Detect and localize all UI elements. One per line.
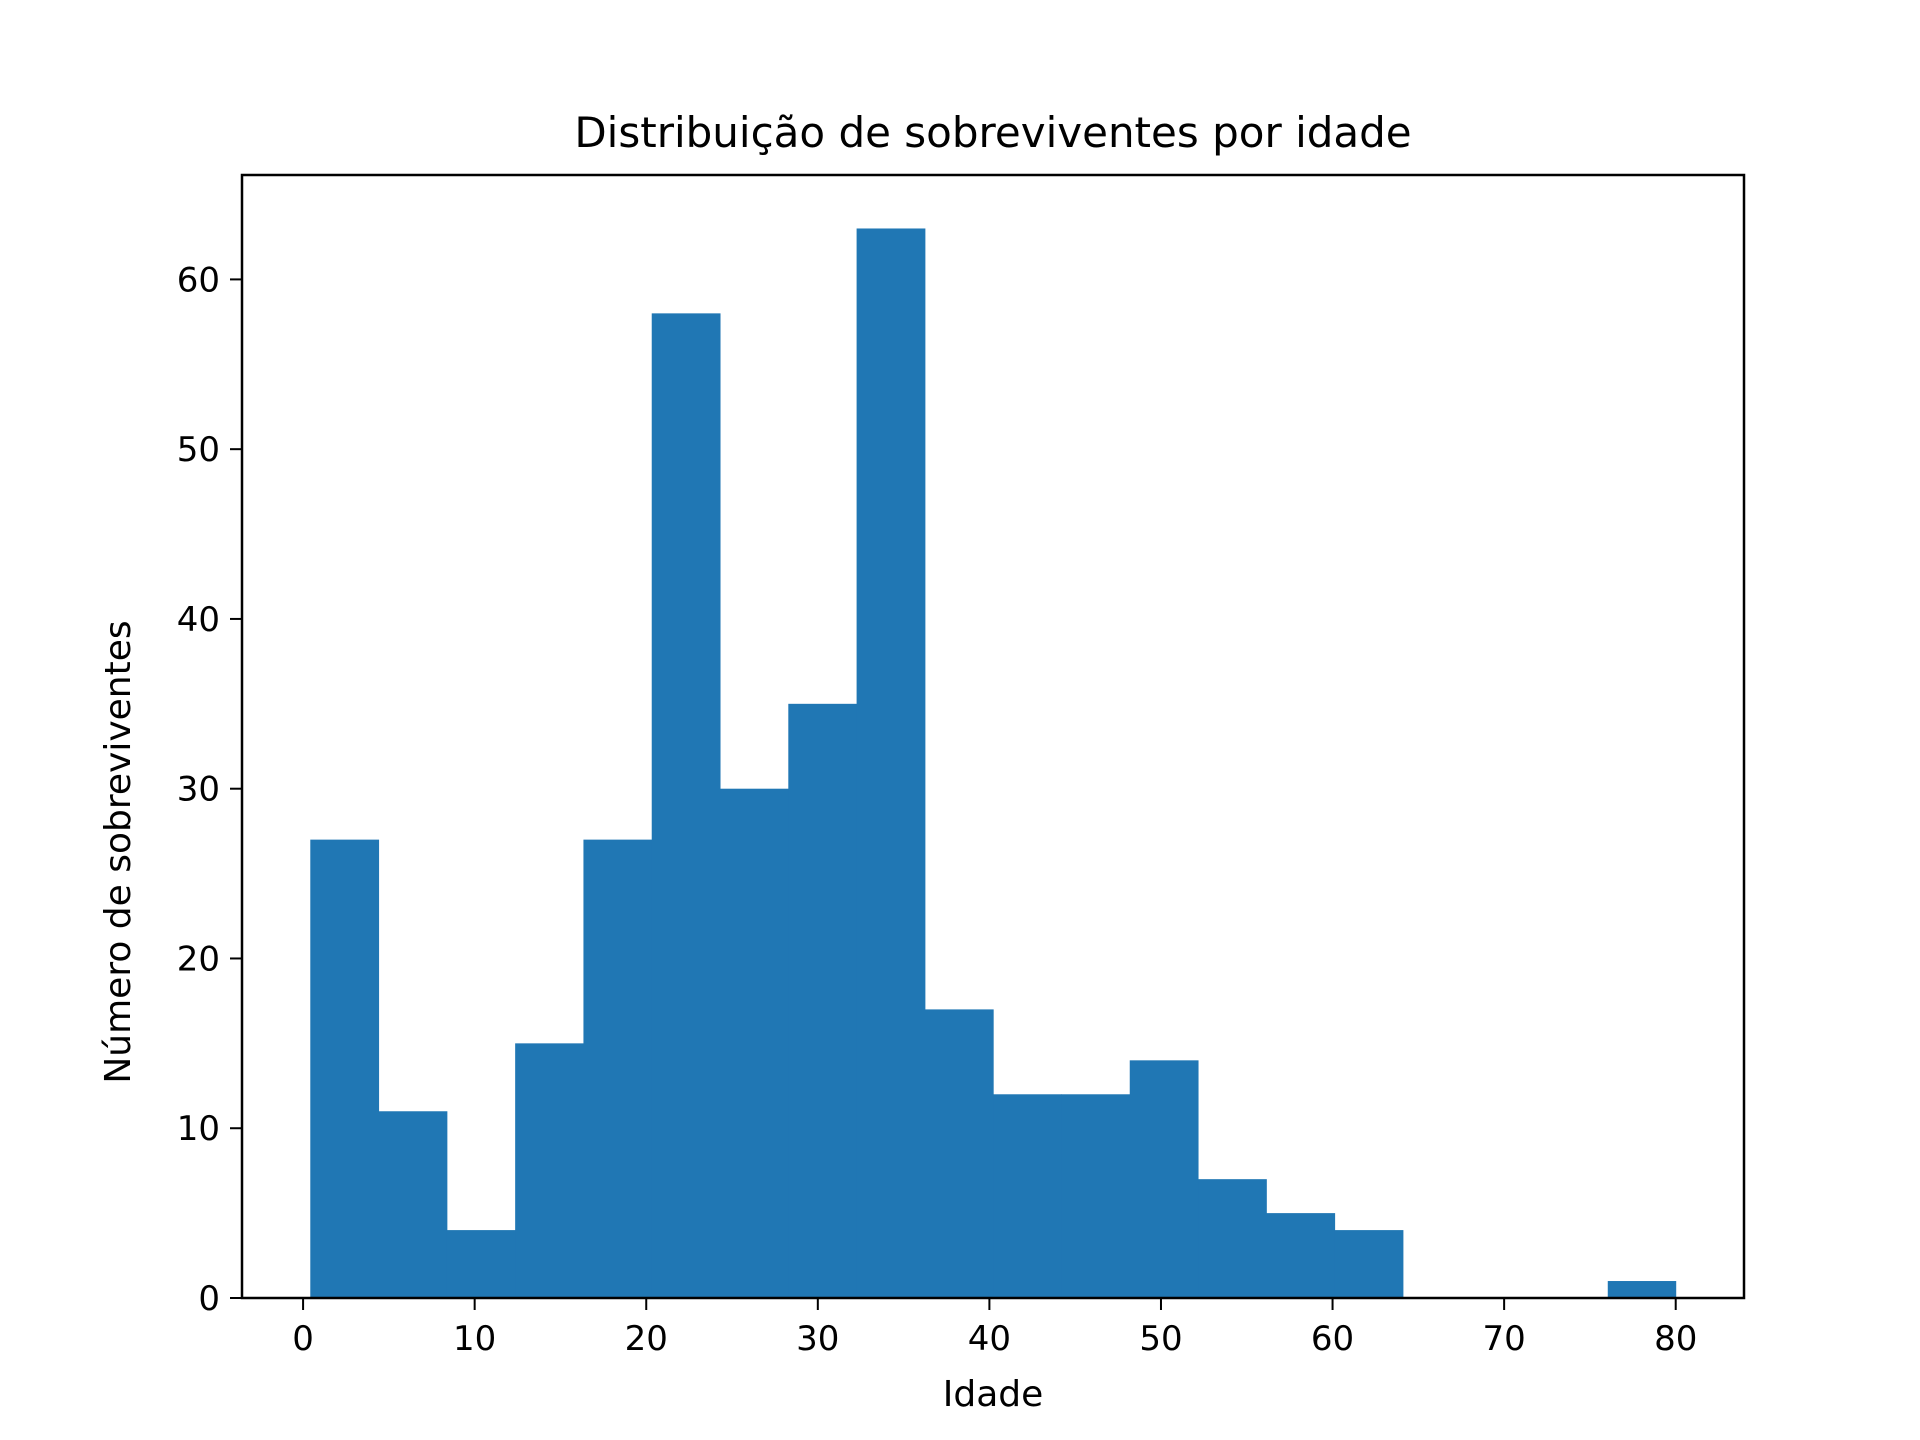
histogram-bar bbox=[1266, 1213, 1336, 1298]
plot-frame bbox=[240, 173, 1746, 1300]
x-tick-label: 50 bbox=[1139, 1319, 1182, 1359]
y-tick-label: 10 bbox=[177, 1109, 220, 1149]
x-axis-label: Idade bbox=[943, 1374, 1044, 1415]
y-axis-ticks: 0 10 20 30 40 50 60 bbox=[177, 260, 242, 1319]
y-tick-label: 20 bbox=[177, 939, 220, 979]
y-axis-label: Número de sobreviventes bbox=[98, 620, 139, 1083]
histogram-bar bbox=[583, 839, 653, 1298]
histogram-bar bbox=[1198, 1179, 1267, 1298]
histogram-bar bbox=[1334, 1230, 1404, 1298]
histogram-bar bbox=[1607, 1281, 1677, 1298]
y-tick-label: 50 bbox=[177, 430, 220, 470]
histogram-bar bbox=[310, 839, 380, 1298]
histogram-bar bbox=[1129, 1060, 1199, 1298]
histogram-bar bbox=[720, 788, 789, 1298]
histogram-bar bbox=[993, 1094, 1062, 1298]
x-tick-label: 10 bbox=[453, 1319, 496, 1359]
y-tick-label: 60 bbox=[177, 260, 220, 300]
histogram-bar bbox=[856, 228, 926, 1298]
y-tick-label: 0 bbox=[198, 1279, 220, 1319]
y-tick-label: 40 bbox=[177, 600, 220, 640]
bars-group bbox=[310, 228, 1677, 1299]
x-tick-label: 20 bbox=[625, 1319, 668, 1359]
histogram-bar bbox=[788, 703, 858, 1298]
chart-title: Distribuição de sobreviventes por idade bbox=[574, 108, 1411, 157]
histogram-bar bbox=[1061, 1094, 1131, 1298]
x-tick-label: 40 bbox=[968, 1319, 1011, 1359]
histogram-bar bbox=[651, 313, 721, 1299]
x-tick-label: 80 bbox=[1654, 1319, 1697, 1359]
x-tick-label: 0 bbox=[292, 1319, 314, 1359]
histogram-bar bbox=[924, 1009, 994, 1298]
histogram-bar bbox=[446, 1230, 516, 1298]
histogram-bar bbox=[378, 1111, 448, 1298]
x-tick-label: 30 bbox=[796, 1319, 839, 1359]
y-tick-label: 30 bbox=[177, 770, 220, 810]
x-axis-ticks: 0 10 20 30 40 50 60 70 80 bbox=[292, 1298, 1697, 1359]
x-tick-label: 60 bbox=[1311, 1319, 1354, 1359]
histogram-bar bbox=[515, 1043, 584, 1298]
x-tick-label: 70 bbox=[1483, 1319, 1526, 1359]
